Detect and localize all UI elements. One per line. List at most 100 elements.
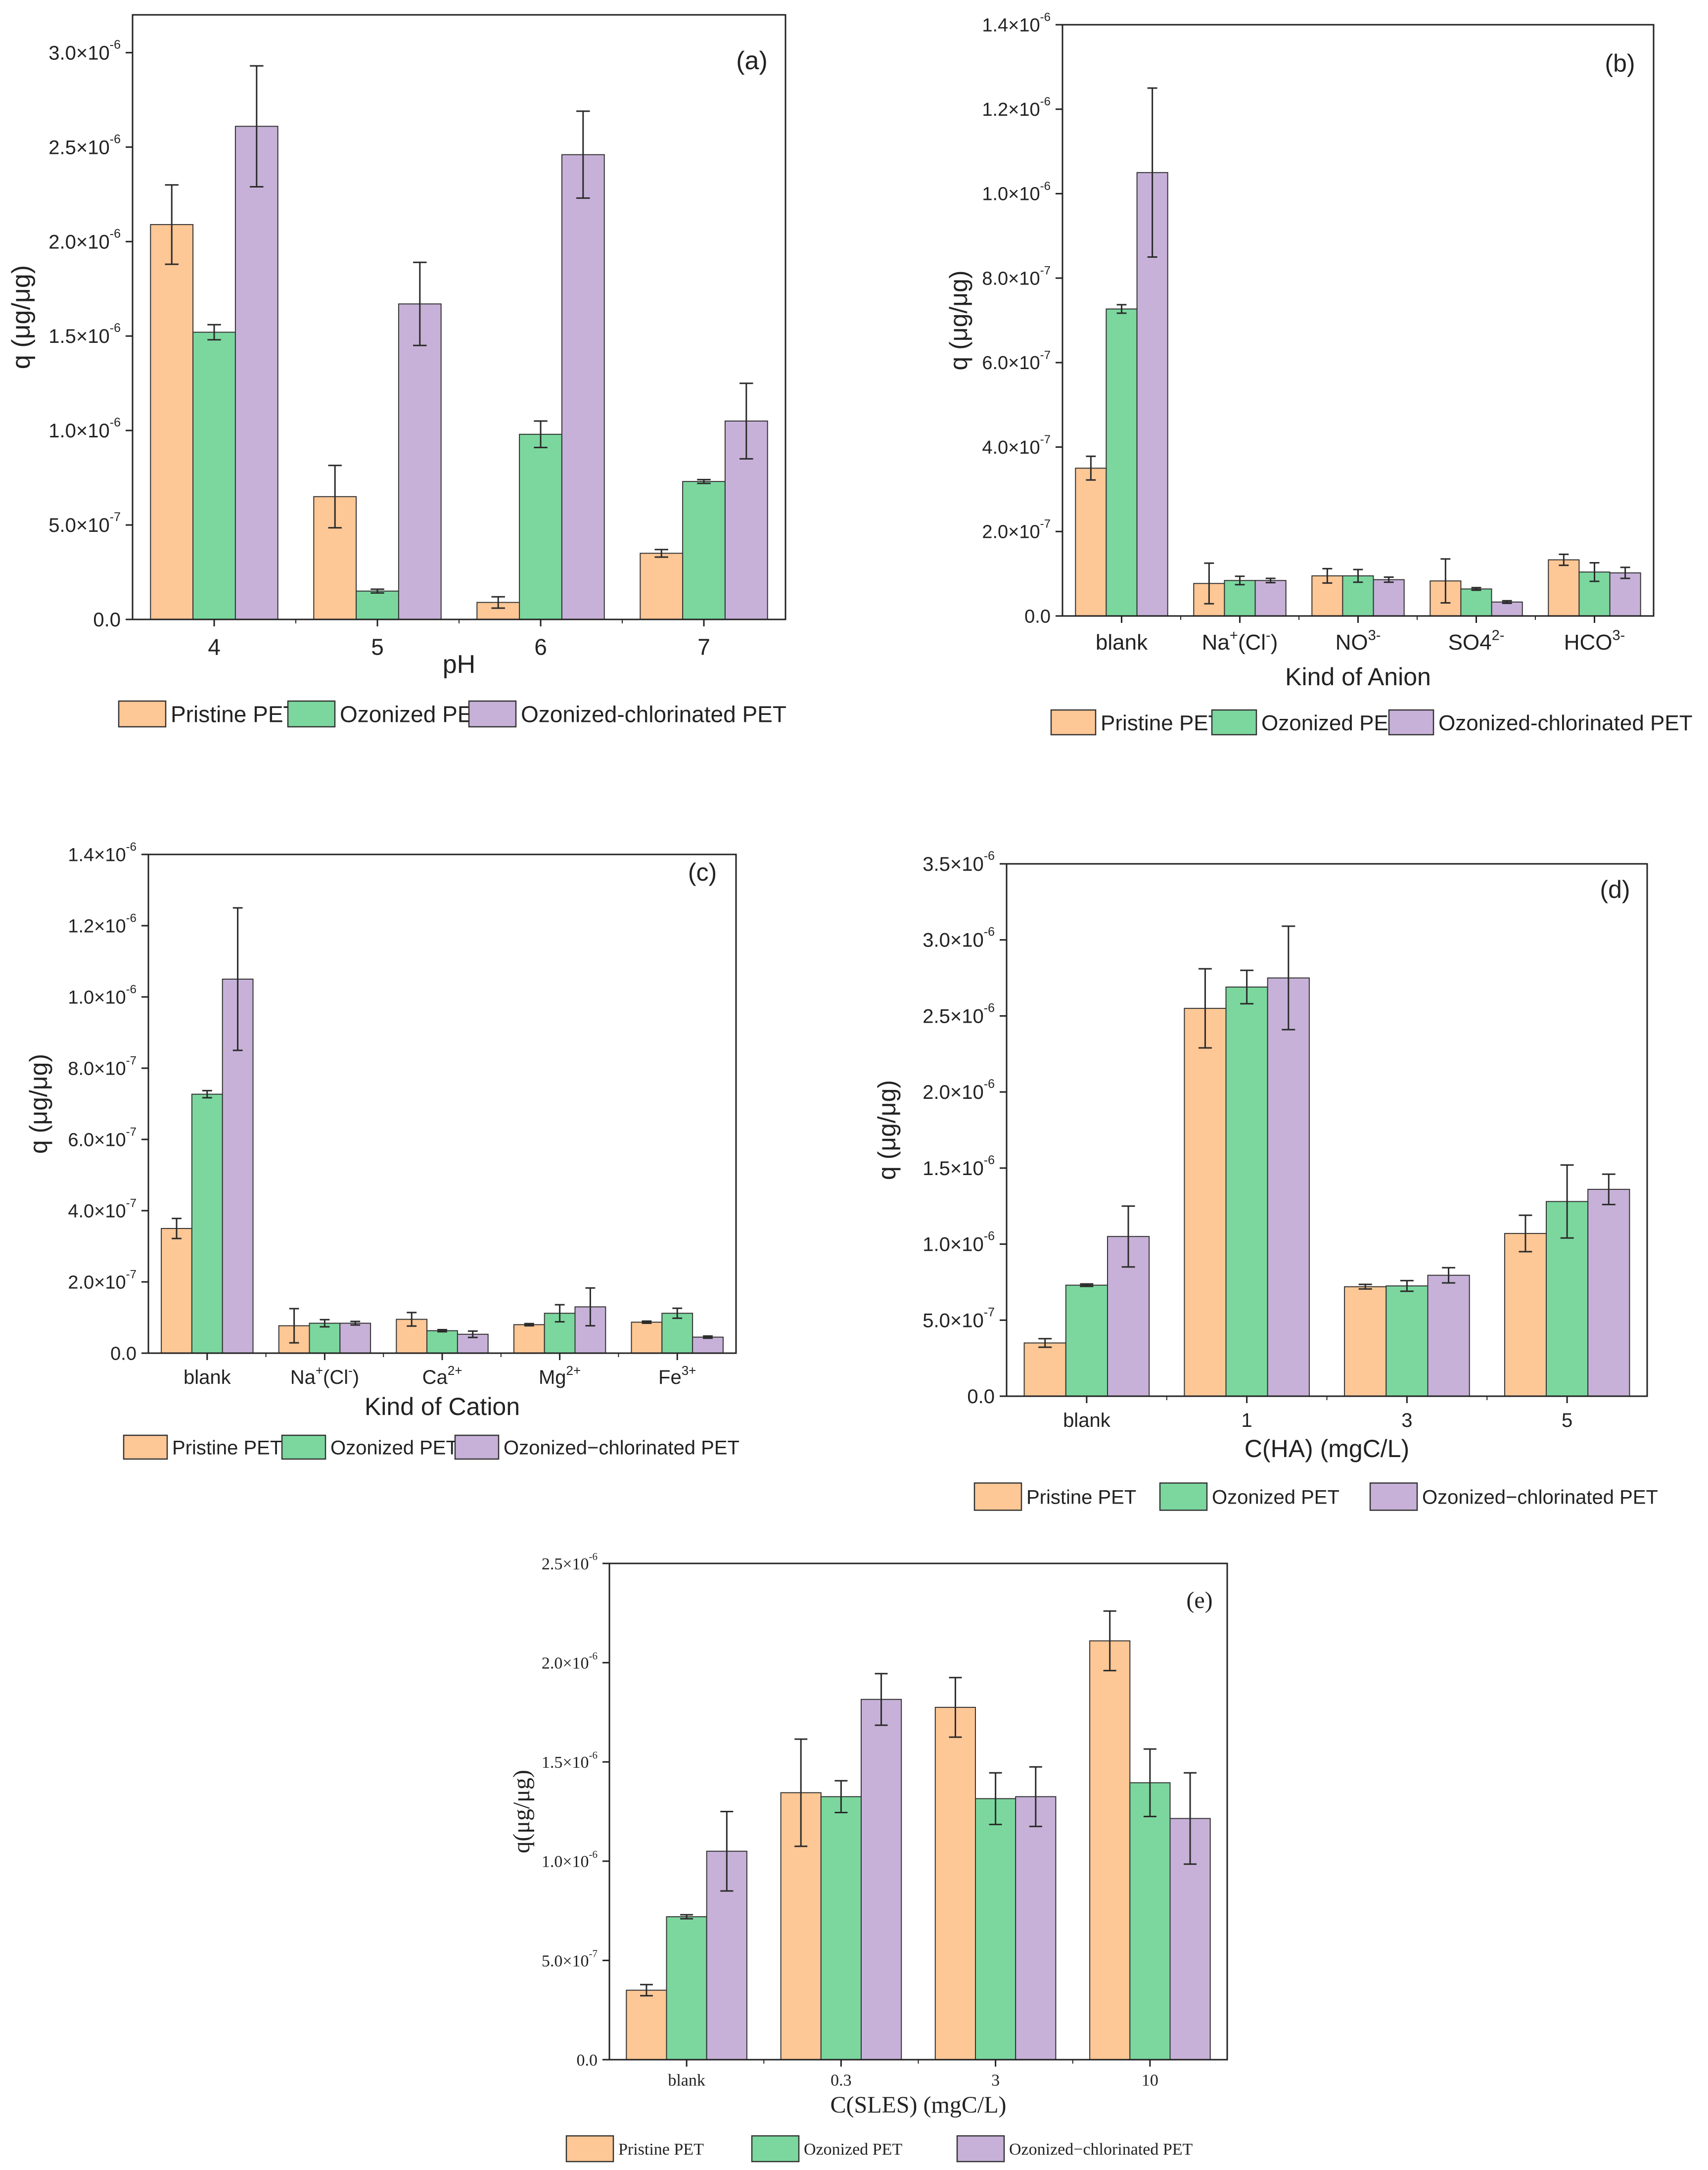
error-bar-ozonized-2 <box>1353 568 1363 583</box>
error-bar-ozonized-0 <box>680 1914 693 1920</box>
y-axis-title: q (μg/μg) <box>873 1080 901 1180</box>
bar-chlorinated-2 <box>1427 1274 1470 1397</box>
bar-pristine-0 <box>150 224 194 620</box>
x-axis-title: Kind of Anion <box>1285 663 1431 691</box>
bar-pristine-0 <box>1075 468 1107 617</box>
x-tick-label: 1 <box>1242 1410 1252 1431</box>
error-bar-pristine-2 <box>1358 1283 1372 1290</box>
y-tick-label: 8.0×10-7 <box>68 1054 137 1079</box>
legend-swatch-ozonized <box>281 1434 326 1460</box>
bar-pristine-3 <box>513 1324 545 1354</box>
error-bar-ozonized-0 <box>1116 304 1127 314</box>
bar-chlorinated-2 <box>1373 579 1405 616</box>
bar-ozonized-3 <box>682 481 726 620</box>
y-tick-label: 3.0×10-6 <box>48 38 121 64</box>
y-tick-label: 2.5×10-6 <box>923 1001 995 1027</box>
panel-e: 0.0 5.0×10-7 1.0×10-6 1.5×10-6 2.0×10-6 2.5×1… <box>508 1551 1228 2163</box>
error-bar-chlorinated-1 <box>413 261 427 346</box>
y-axis-title: q (μg/μg) <box>25 1054 52 1154</box>
error-bar-ozonized-0 <box>1080 1283 1094 1287</box>
panel-c: 0.0 2.0×10-7 4.0×10-7 6.0×10-7 8.0×10-7 1.0×1… <box>25 840 739 1460</box>
legend-label-ozonized: Ozonized PET <box>330 1437 458 1459</box>
x-tick-label: Na+(Cl-) <box>1202 627 1278 655</box>
x-tick-label: Fe3+ <box>658 1363 696 1388</box>
y-tick-label: 1.4×10-6 <box>68 840 137 865</box>
error-bar-pristine-1 <box>1204 562 1214 605</box>
legend-swatch-pristine <box>118 700 167 728</box>
x-tick-label: Na+(Cl-) <box>290 1363 359 1388</box>
legend-swatch-chlorinated <box>454 1434 500 1460</box>
legend-swatch-ozonized <box>1211 709 1257 736</box>
x-tick-label: blank <box>668 2072 705 2090</box>
y-tick-label: 1.0×10-6 <box>982 180 1051 205</box>
error-bar-ozonized-4 <box>672 1307 683 1319</box>
y-tick-label: 5.0×10-7 <box>542 1948 598 1971</box>
y-tick-label: 2.0×10-6 <box>542 1650 598 1673</box>
error-bar-ozonized-0 <box>207 324 221 341</box>
y-axis-title: q (μg/μg) <box>7 265 36 369</box>
legend-label-chlorinated: Ozonized−chlorinated PET <box>504 1437 739 1459</box>
bar-ozonized-0 <box>1106 308 1138 616</box>
panel-d: 0.0 5.0×10-7 1.0×10-6 1.5×10-6 2.0×10-6 2.5×1… <box>873 849 1658 1511</box>
panel-label: (d) <box>1600 876 1630 903</box>
y-tick-label: 2.0×10-7 <box>68 1268 137 1293</box>
legend-swatch-chlorinated <box>1369 1482 1418 1511</box>
error-bar-pristine-3 <box>1103 1610 1116 1672</box>
error-bar-ozonized-3 <box>554 1304 565 1323</box>
bar-ozonized-0 <box>1065 1284 1108 1397</box>
y-tick-label: 1.0×10-6 <box>48 416 121 442</box>
bar-ozonized-3 <box>1129 1782 1171 2061</box>
legend-swatch-pristine <box>565 2135 614 2163</box>
y-tick-label: 0.0 <box>93 609 121 631</box>
bar-ozonized-1 <box>1225 987 1268 1397</box>
y-tick-label: 6.0×10-7 <box>68 1125 137 1150</box>
panel-label: (a) <box>736 47 768 75</box>
bar-ozonized-0 <box>666 1916 707 2061</box>
bar-ozonized-2 <box>519 433 562 620</box>
error-bar-ozonized-1 <box>1235 575 1245 586</box>
y-tick-label: 1.2×10-6 <box>68 911 137 937</box>
error-bar-ozonized-2 <box>437 1329 447 1333</box>
legend-swatch-pristine <box>973 1482 1022 1511</box>
error-bar-pristine-0 <box>172 1218 182 1239</box>
error-bar-ozonized-1 <box>370 588 384 594</box>
bar-pristine-4 <box>631 1321 663 1354</box>
legend-label-ozonized: Ozonized PET <box>1261 711 1402 735</box>
panel-label: (e) <box>1186 1587 1212 1613</box>
error-bar-pristine-3 <box>1519 1214 1532 1253</box>
legend-swatch-pristine <box>123 1434 168 1460</box>
error-bar-chlorinated-1 <box>350 1321 361 1326</box>
error-bar-ozonized-4 <box>1589 562 1600 582</box>
legend-label-ozonized: Ozonized PET <box>1212 1486 1339 1508</box>
y-tick-label: 2.5×10-6 <box>48 132 121 158</box>
error-bar-chlorinated-0 <box>1147 87 1157 258</box>
y-tick-label: 0.0 <box>110 1343 137 1364</box>
bar-chlorinated-1 <box>1267 977 1310 1397</box>
bar-ozonized-2 <box>975 1798 1016 2060</box>
bar-pristine-3 <box>640 553 684 620</box>
x-tick-label: 3 <box>1401 1410 1412 1431</box>
bar-pristine-0 <box>626 1989 667 2061</box>
error-bar-chlorinated-4 <box>703 1335 713 1339</box>
y-tick-label: 1.2×10-6 <box>982 95 1051 120</box>
error-bar-chlorinated-1 <box>1282 925 1295 1031</box>
x-tick-label: HCO3- <box>1564 627 1625 655</box>
y-tick-label: 1.5×10-6 <box>48 321 121 347</box>
legend-label-pristine: Pristine PET <box>618 2140 704 2159</box>
error-bar-chlorinated-3 <box>1184 1772 1197 1865</box>
error-bar-pristine-1 <box>1199 968 1212 1049</box>
error-bar-pristine-2 <box>1322 567 1333 584</box>
bar-pristine-2 <box>934 1706 976 2060</box>
bar-pristine-0 <box>161 1228 192 1354</box>
legend: Pristine PET Ozonized PET Ozonized−chlorin… <box>973 1482 1658 1511</box>
error-bar-chlorinated-2 <box>467 1330 478 1338</box>
bar-chlorinated-4 <box>1609 572 1641 617</box>
error-bar-pristine-1 <box>328 465 342 529</box>
bar-pristine-3 <box>1504 1233 1547 1397</box>
y-tick-label: 0.0 <box>1024 606 1051 627</box>
legend-label-ozonized: Ozonized PET <box>340 702 487 727</box>
x-tick-label: 5 <box>1562 1410 1572 1431</box>
error-bar-ozonized-0 <box>202 1089 212 1099</box>
y-tick-label: 1.0×10-6 <box>542 1848 598 1871</box>
